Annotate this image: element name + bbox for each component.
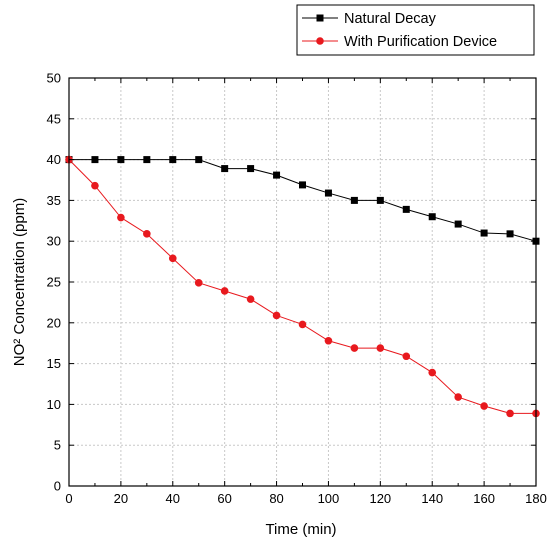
- y-tick-label: 35: [47, 193, 61, 208]
- x-tick-label: 100: [318, 491, 340, 506]
- data-point-with-purification-device: [194, 279, 203, 287]
- axis-ticks: [68, 77, 537, 487]
- x-tick-label: 120: [369, 491, 391, 506]
- data-point-with-purification-device: [298, 320, 307, 329]
- series-line-with-purification-device: [68, 159, 536, 414]
- legend-label-natural-decay: Natural Decay: [344, 11, 437, 27]
- data-point-natural-decay: [506, 230, 514, 238]
- data-point-with-purification-device: [454, 393, 462, 401]
- y-tick-label: 50: [47, 71, 61, 86]
- y-tick-label: 40: [47, 152, 61, 167]
- data-point-with-purification-device: [376, 344, 385, 352]
- legend-marker-natural-decay: [316, 14, 324, 22]
- x-tick-label: 80: [269, 491, 283, 506]
- y-tick-label: 30: [47, 234, 61, 249]
- legend-box: [296, 4, 535, 56]
- tick-labels: 0 20 40 60 80 100 120 140 160 180 0 5 10 15 20 25 30 35 40…: [47, 71, 547, 507]
- legend-label-with-purification-device: With Purification Device: [344, 34, 497, 50]
- series-layer: [65, 155, 540, 418]
- data-point-natural-decay: [428, 213, 436, 221]
- data-point-with-purification-device: [480, 402, 488, 410]
- x-tick-label: 40: [166, 491, 180, 506]
- data-point-with-purification-device: [272, 311, 281, 320]
- data-point-with-purification-device: [143, 230, 151, 238]
- data-point-natural-decay: [273, 171, 281, 179]
- y-tick-label: 20: [47, 315, 61, 330]
- data-point-natural-decay: [350, 196, 358, 204]
- grid-lines: [69, 78, 536, 486]
- data-point-natural-decay: [376, 196, 384, 204]
- data-point-natural-decay: [221, 165, 229, 173]
- data-point-natural-decay: [169, 156, 177, 164]
- x-tick-label: 180: [525, 491, 547, 506]
- x-tick-label: 140: [421, 491, 443, 506]
- data-point-natural-decay: [402, 205, 410, 213]
- y-tick-label: 15: [47, 356, 61, 371]
- x-tick-label: 20: [114, 491, 128, 506]
- y-tick-label: 0: [54, 479, 61, 494]
- x-tick-label: 160: [473, 491, 495, 506]
- data-point-with-purification-device: [220, 287, 229, 295]
- data-point-with-purification-device: [428, 368, 437, 377]
- data-point-with-purification-device: [350, 344, 359, 352]
- data-point-natural-decay: [247, 165, 255, 173]
- data-point-natural-decay: [480, 229, 488, 237]
- data-point-with-purification-device: [324, 336, 333, 345]
- x-tick-label: 60: [217, 491, 231, 506]
- y-tick-label: 5: [54, 438, 61, 453]
- legend: Natural Decay With Purification Device: [296, 4, 535, 56]
- y-axis-title: NO² Concentration (ppm): [11, 198, 28, 366]
- y-tick-label: 25: [47, 275, 61, 290]
- x-tick-label: 0: [65, 491, 72, 506]
- x-axis-title: Time (min): [265, 521, 336, 538]
- data-point-natural-decay: [91, 156, 99, 164]
- data-point-natural-decay: [143, 156, 151, 164]
- legend-marker-with-purification-device: [316, 37, 324, 45]
- data-point-with-purification-device: [117, 213, 125, 222]
- data-point-with-purification-device: [91, 181, 99, 190]
- data-point-with-purification-device: [246, 295, 255, 303]
- data-point-natural-decay: [117, 156, 125, 164]
- data-point-natural-decay: [299, 181, 306, 189]
- data-point-with-purification-device: [168, 254, 177, 263]
- y-tick-label: 45: [47, 111, 61, 126]
- data-point-with-purification-device: [506, 409, 514, 418]
- data-point-natural-decay: [454, 220, 462, 228]
- data-point-natural-decay: [195, 156, 203, 164]
- data-point-natural-decay: [324, 189, 332, 197]
- data-point-with-purification-device: [402, 352, 411, 361]
- y-tick-label: 10: [47, 397, 61, 412]
